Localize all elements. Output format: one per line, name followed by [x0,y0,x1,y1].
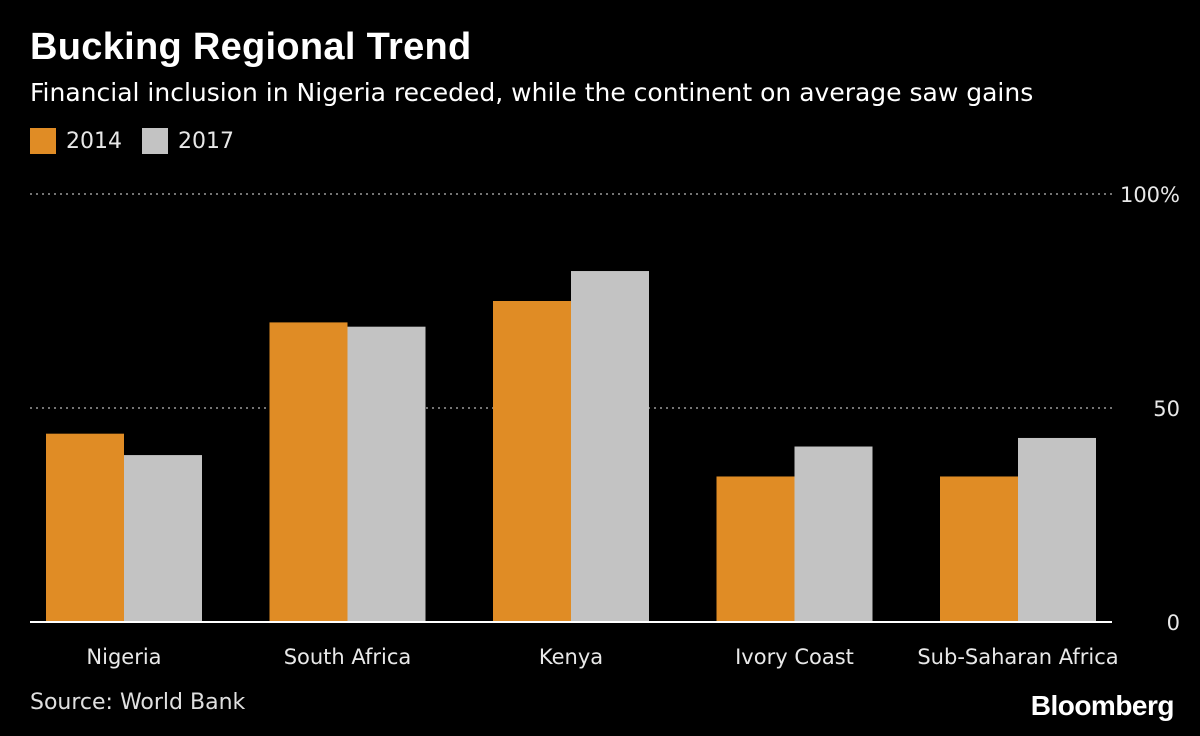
x-tick-label: Kenya [539,645,603,669]
chart-title: Bucking Regional Trend [30,26,472,68]
bar-2014 [716,476,795,622]
x-tick-label: South Africa [284,645,412,669]
bar-2017 [571,271,649,622]
legend-item-2014: 2014 [30,128,122,154]
bar-2017 [124,455,202,622]
legend-swatch-2014 [30,128,56,154]
bar-2017 [347,326,426,622]
legend-item-2017: 2017 [142,128,234,154]
x-tick-label: Nigeria [86,645,161,669]
legend: 2014 2017 [30,128,254,154]
x-tick-label: Sub-Saharan Africa [917,645,1118,669]
legend-label-2017: 2017 [178,128,234,154]
bar-2014 [493,301,571,622]
x-tick-label: Ivory Coast [735,645,854,669]
bar-2017 [1018,437,1096,622]
bar-2014 [269,322,348,622]
chart-subtitle: Financial inclusion in Nigeria receded, … [30,78,1034,107]
bar-2014 [46,433,124,622]
y-tick-label: 100% [1120,183,1180,207]
legend-swatch-2017 [142,128,168,154]
y-tick-label: 50 [1153,397,1180,421]
y-tick-label: 0 [1167,611,1180,635]
bar-2017 [794,446,873,622]
legend-label-2014: 2014 [66,128,122,154]
bar-2014 [940,476,1018,622]
bloomberg-logo: Bloomberg [1030,690,1175,721]
source-note: Source: World Bank [30,690,246,715]
